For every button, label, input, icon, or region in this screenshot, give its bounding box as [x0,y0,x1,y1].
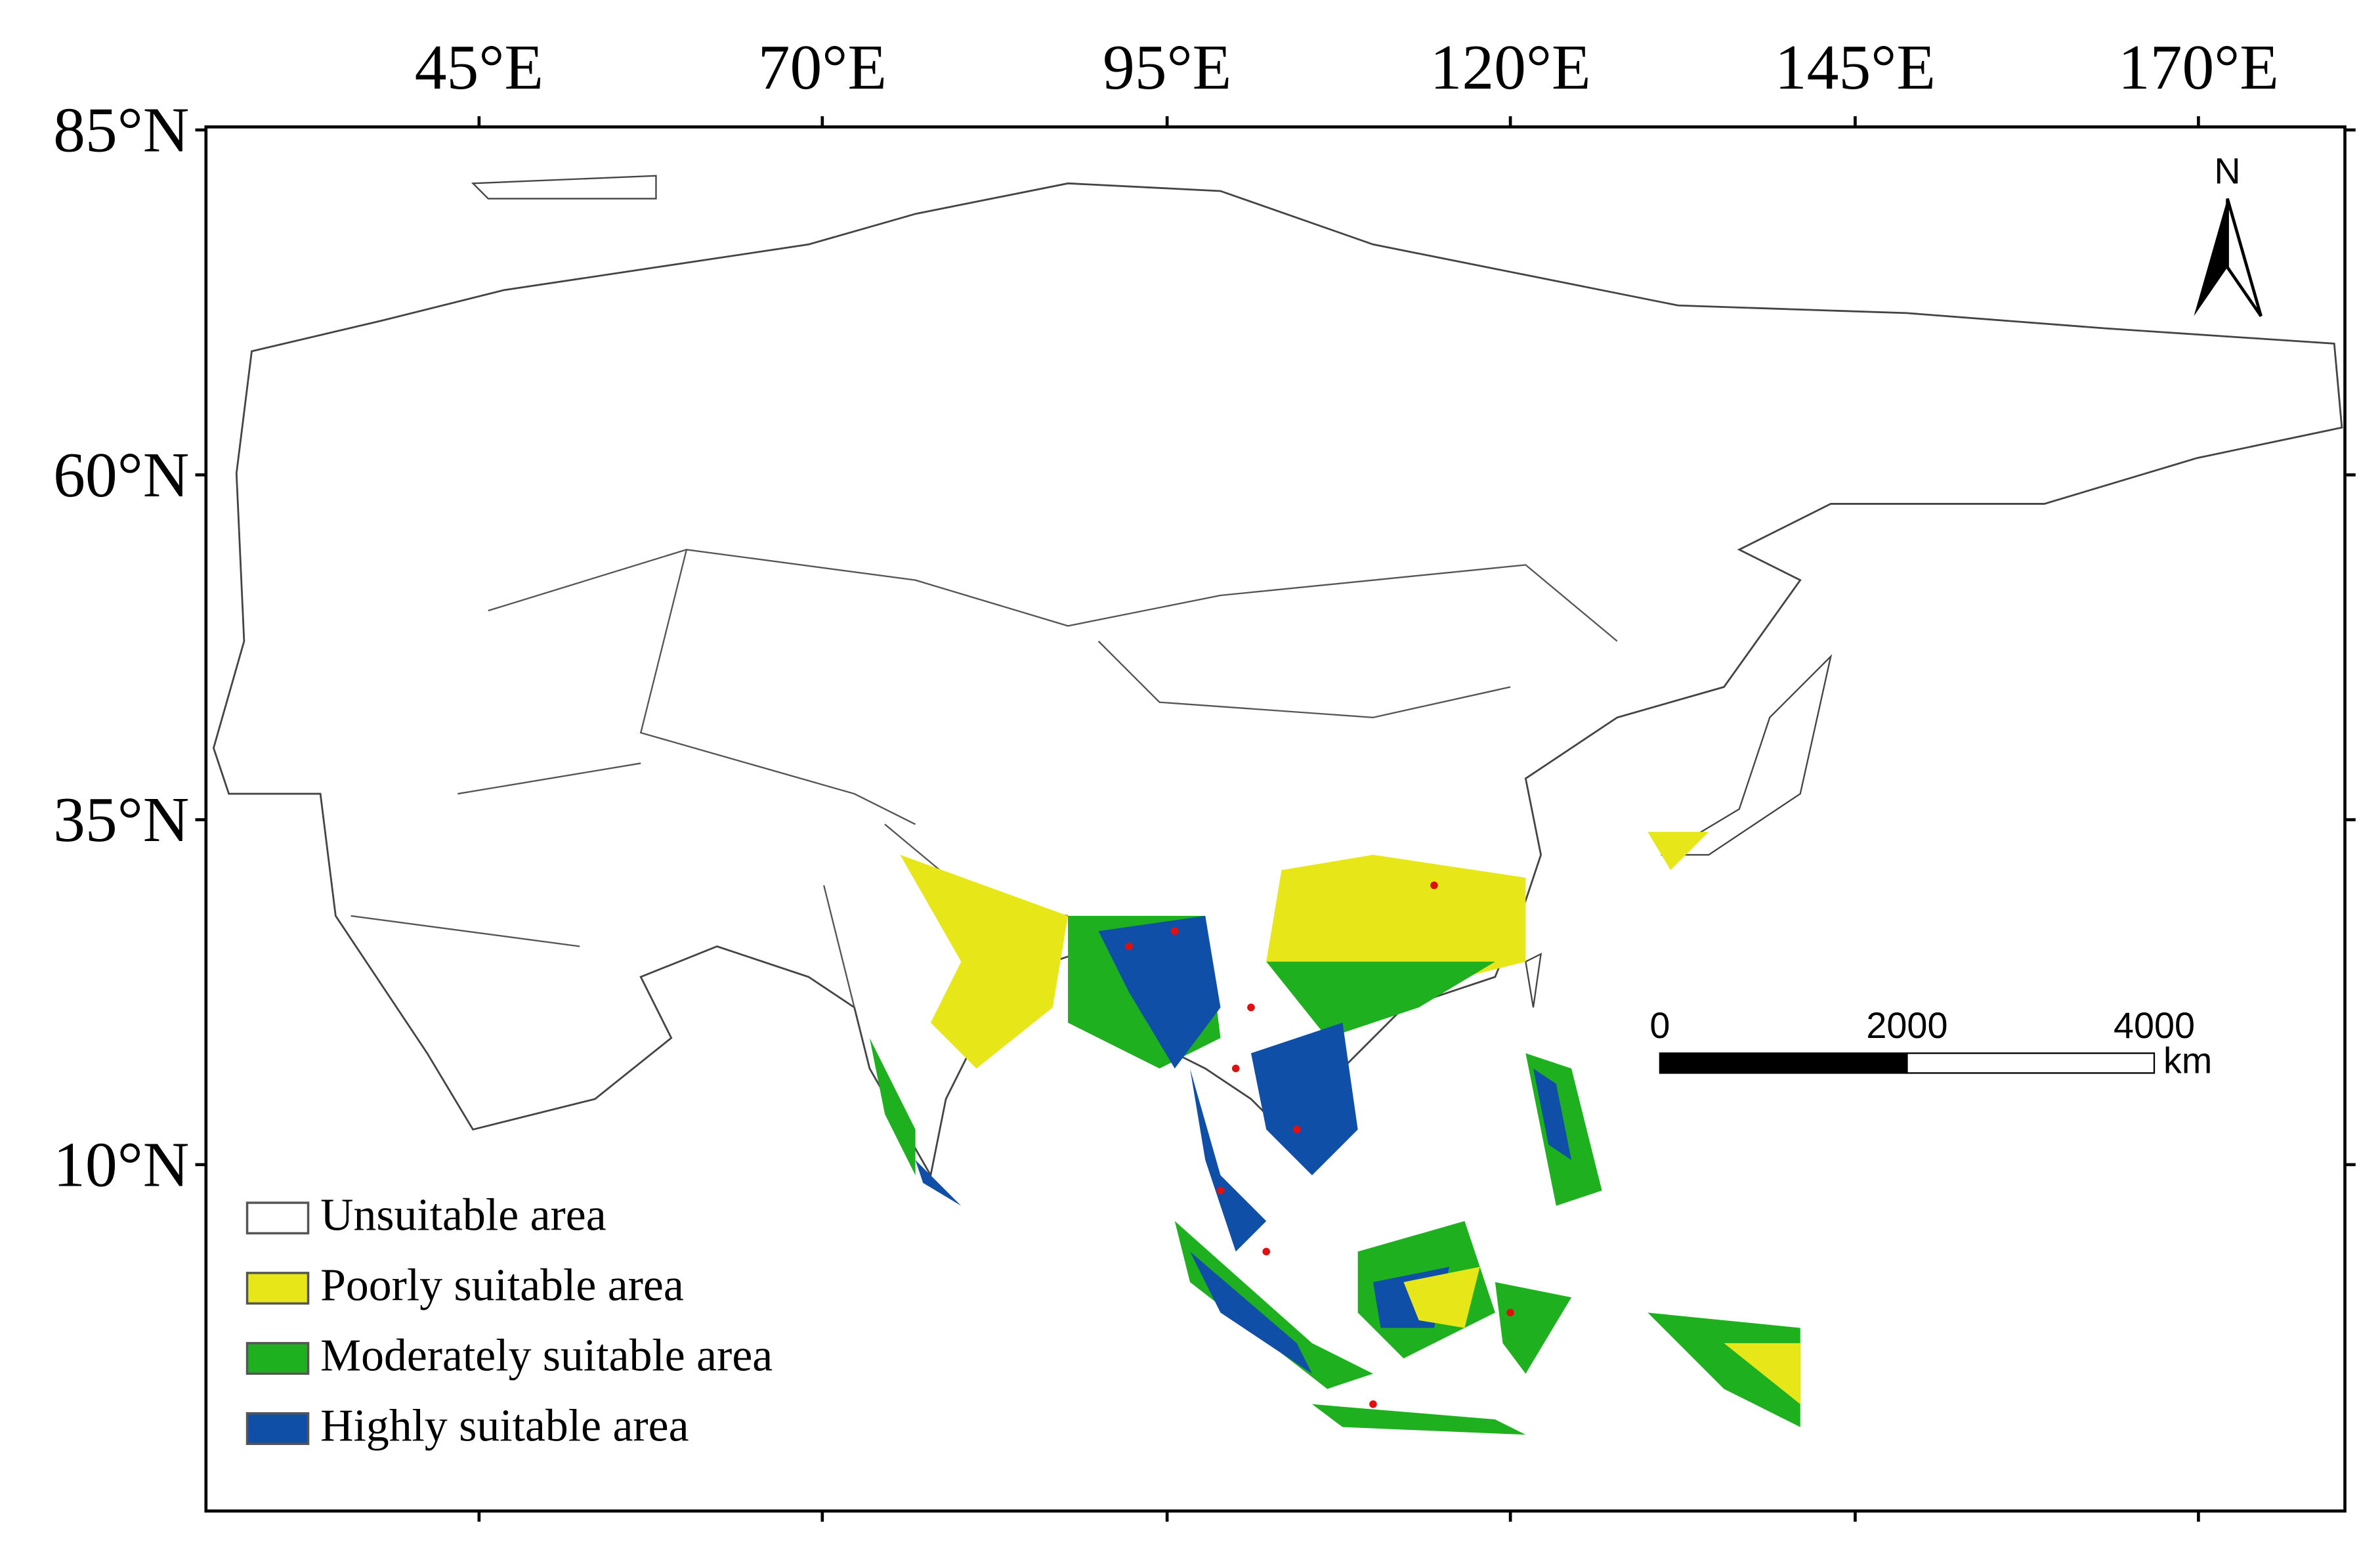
tick-marks [195,116,2356,1522]
suitability-areas [869,832,1800,1435]
latitude-label: 60°N [53,440,189,511]
latitude-label: 10°N [53,1129,189,1200]
scale-label: 0 [1649,1005,1670,1046]
occurrence-points [1125,881,1514,1408]
legend-swatch [245,1412,310,1445]
longitude-label: 170°E [2118,32,2279,103]
eurasia-outline [212,182,2343,1178]
latitude-label: 85°N [53,95,189,166]
legend-swatch [245,1342,310,1375]
longitude-label: 45°E [415,32,543,103]
scale-bar-white [1906,1052,2156,1074]
legend-swatch [245,1272,310,1305]
scale-label: 2000 [1866,1005,1947,1046]
latitude-label: 35°N [53,785,189,855]
legend-swatch [245,1201,310,1235]
north-arrow [2194,198,2228,316]
north-arrow-outline [2226,198,2263,317]
scale-label: 4000 [2114,1005,2195,1046]
legend-label: Moderately suitable area [320,1330,773,1381]
legend-label: Poorly suitable area [320,1260,684,1310]
longitude-label: 95°E [1103,32,1231,103]
islands [471,175,1833,1008]
scale-bar-black [1659,1052,1908,1074]
longitude-label: 70°E [758,32,887,103]
legend-label: Highly suitable area [320,1400,689,1451]
longitude-label: 120°E [1430,32,1591,103]
legend-label: Unsuitable area [320,1190,606,1241]
longitude-label: 145°E [1775,32,1936,103]
scale-unit: km [2163,1040,2212,1081]
north-label: N [2214,150,2240,191]
